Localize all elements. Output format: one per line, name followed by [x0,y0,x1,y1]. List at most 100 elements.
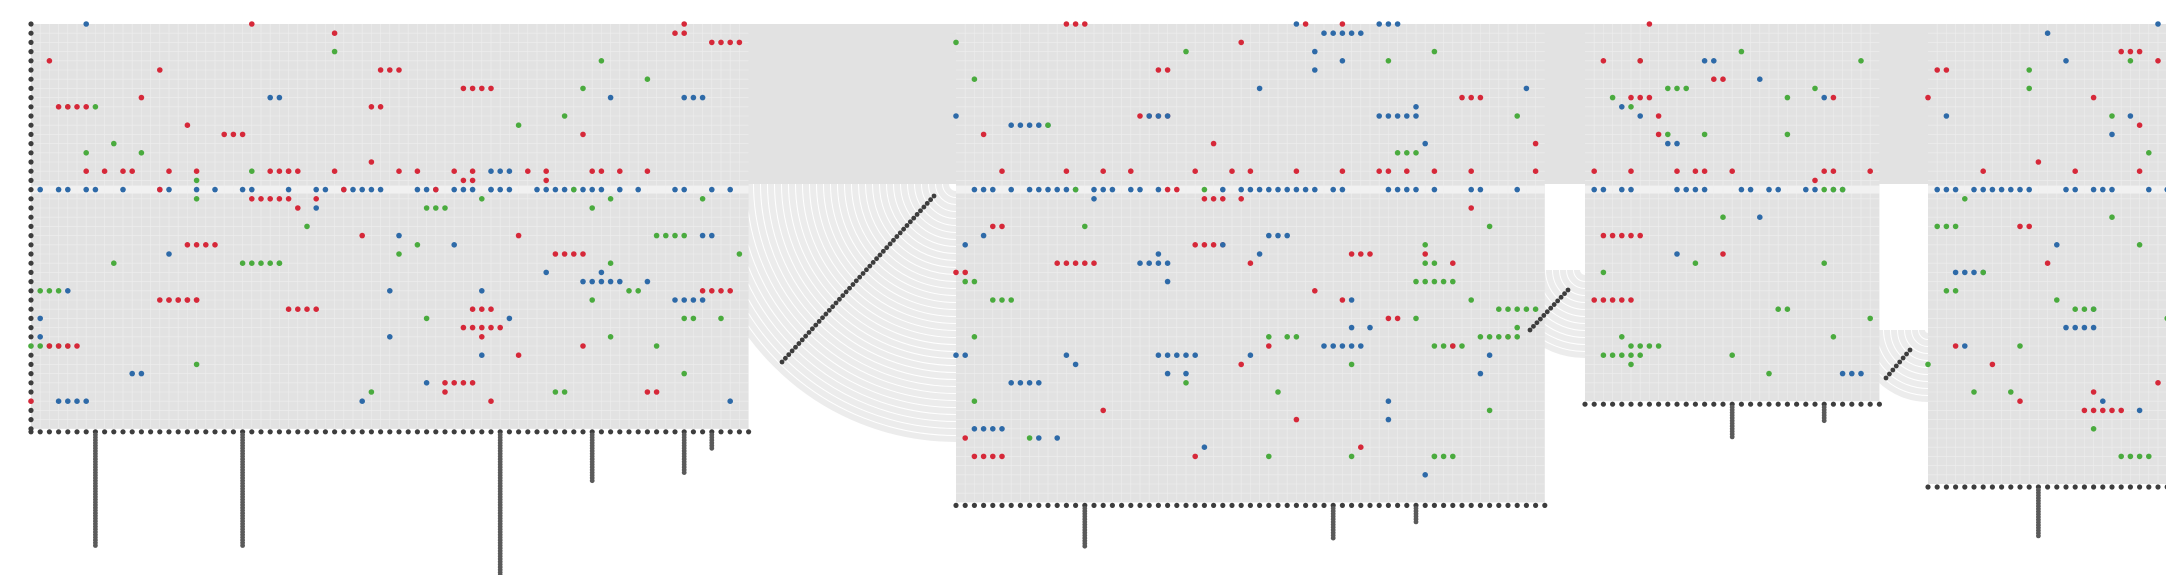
data-point [709,232,715,239]
axis-dot-bottom [654,429,660,435]
data-point [184,122,191,128]
data-point [1998,186,2005,193]
data-point [469,177,476,184]
data-point [83,398,89,405]
connector-dot [796,341,802,346]
fan-arc [894,183,957,246]
data-point [1247,260,1254,267]
axis-dot-bottom [1477,502,1483,508]
data-point [1628,186,1634,193]
axis-dot-bottom [175,429,181,435]
data-point [1054,435,1060,441]
connector-dot [837,296,842,302]
axis-dot-bottom [157,429,163,435]
axis-dot-left [28,104,34,110]
connector-dot [1534,320,1540,326]
data-point [1477,186,1484,193]
data-point [1293,334,1300,340]
data-point [571,251,577,257]
data-point [1477,334,1484,340]
data-point [589,297,595,303]
data-point [1155,260,1162,267]
data-point [1413,278,1419,285]
data-point [1532,140,1539,147]
axis-dot-left [28,251,34,257]
axis-dot-bottom [571,429,577,435]
connector-dot [1544,309,1550,315]
data-point [1312,48,1318,55]
data-point [1591,297,1597,303]
data-point [92,104,99,110]
connector-dot [1890,367,1896,373]
stem-dot [1729,434,1735,440]
data-point [1459,343,1465,349]
axis-dot-bottom [718,429,724,435]
data-point [1394,315,1401,322]
axis-dot-bottom [506,429,512,435]
axis-dot-bottom [1849,401,1855,407]
axis-dot-bottom [1971,484,1977,490]
data-point [1600,232,1607,239]
data-point [1505,334,1511,340]
axis-dot-bottom [1523,502,1529,508]
axis-dot-bottom [580,429,586,435]
data-point [1210,242,1217,248]
connector-dot [894,234,900,239]
data-point [267,260,274,267]
axis-dot-bottom [267,429,273,435]
data-point [1358,30,1364,36]
axis-dot-bottom [1711,401,1717,407]
data-point [433,205,439,211]
data-point [341,186,347,193]
connector-dot [870,260,876,265]
connector-dot [789,348,795,354]
data-point [506,315,513,322]
data-point [1674,168,1680,174]
data-point [1812,85,1818,92]
data-point [469,85,476,92]
axis-dot-bottom [663,429,669,435]
data-point [1738,48,1745,55]
connector-dot [921,204,927,210]
data-point [249,196,255,202]
axis-dot-left [28,325,34,331]
axis-dot-bottom [1303,502,1309,508]
data-point [1238,361,1244,368]
stem-dot [1821,418,1827,424]
data-point [709,39,715,46]
axis-dot-bottom [286,429,292,435]
data-point [488,186,494,193]
data-point [1367,324,1373,331]
axis-dot-bottom [194,429,200,435]
data-point [990,186,996,193]
data-point [1201,242,1208,248]
data-point [1293,21,1300,27]
data-point [65,288,71,294]
fan-arc [838,183,957,302]
axis-dot-bottom [1487,502,1493,508]
data-point [1952,288,1959,294]
data-point [2090,324,2097,331]
axis-dot-bottom [1017,502,1024,508]
data-point [1091,186,1097,193]
connector-dot [887,241,893,247]
axis-dot-bottom [1404,502,1410,508]
data-point [1784,131,1791,138]
data-point [1348,453,1355,460]
axis-dot-bottom [1962,484,1968,490]
axis-dot-left [28,380,34,386]
data-point [644,278,651,285]
axis-dot-left [28,95,34,101]
axis-dot-bottom [1514,502,1520,508]
connector-dot [1565,287,1571,293]
data-point [1839,186,1846,193]
data-point [1413,150,1419,156]
data-point [2118,48,2124,55]
fan-arc [915,183,957,225]
axis-dot-bottom [1803,401,1809,407]
connector-dot [914,212,920,217]
data-point [1514,334,1520,340]
data-point [157,297,163,303]
data-point [1720,76,1726,82]
axis-dot-bottom [2127,484,2133,490]
